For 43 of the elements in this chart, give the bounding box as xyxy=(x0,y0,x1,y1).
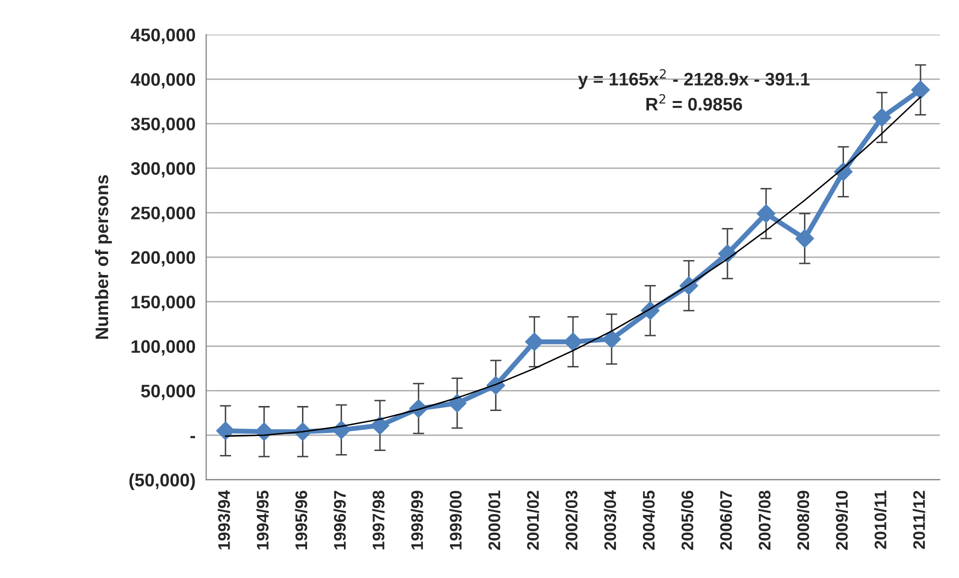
x-tick-label: 1996/97 xyxy=(334,490,346,550)
point xyxy=(911,80,930,100)
x-tick-label: 2005/06 xyxy=(681,490,694,550)
x-tick-label: 1995/96 xyxy=(294,490,308,550)
annotation: y = 1165x$^{2}$ - 2128.9x - 391.1 xyxy=(578,69,810,90)
x-tick-label: 1993/94 xyxy=(218,490,230,550)
y-tick-label: 100,000 xyxy=(132,340,196,356)
y-axis-title: Number of persons xyxy=(95,175,112,339)
y-tick-label: (50,000) xyxy=(129,473,195,490)
x-tick-label: 2002/03 xyxy=(565,490,578,550)
x-tick-label: 2010/11 xyxy=(874,490,887,549)
point xyxy=(795,229,814,248)
y-tick-label: 200,000 xyxy=(131,251,196,267)
x-tick-label: 1994/95 xyxy=(256,490,269,550)
x-tick-label: 2000/01 xyxy=(488,490,500,550)
x-tick-label: 2004/05 xyxy=(642,490,655,550)
point xyxy=(370,416,390,435)
x-tick-label: 1997/98 xyxy=(372,490,385,550)
x-tick-label: 2011/12 xyxy=(912,490,926,549)
point xyxy=(448,394,467,413)
x-tick-label: 1999/00 xyxy=(449,490,462,550)
x-tick-label: 1998/99 xyxy=(410,490,424,550)
point xyxy=(525,332,544,352)
y-tick-label: 300,000 xyxy=(130,162,196,178)
y-tick-label: 450,000 xyxy=(130,28,196,44)
point xyxy=(564,332,582,352)
annotation: R$^{2}$ = 0.9856 xyxy=(646,94,742,111)
x-tick-label: 2003/04 xyxy=(604,490,616,550)
x-tick-label: 2007/08 xyxy=(758,490,771,550)
point xyxy=(216,421,235,440)
y-tick-label: 150,000 xyxy=(132,296,196,312)
point xyxy=(602,330,621,348)
y-tick-label: 400,000 xyxy=(130,73,196,89)
y-tick-label: 250,000 xyxy=(131,206,196,222)
x-tick-label: 2006/07 xyxy=(720,490,732,550)
point xyxy=(872,108,892,127)
y-tick-label: - xyxy=(190,436,196,438)
point xyxy=(756,204,776,223)
y-tick-label: 350,000 xyxy=(130,118,196,134)
y-tick-label: 50,000 xyxy=(141,384,196,400)
x-tick-label: 2009/10 xyxy=(836,490,848,550)
x-tick-label: 2008/09 xyxy=(796,490,810,550)
x-tick-label: 2001/02 xyxy=(526,490,540,550)
